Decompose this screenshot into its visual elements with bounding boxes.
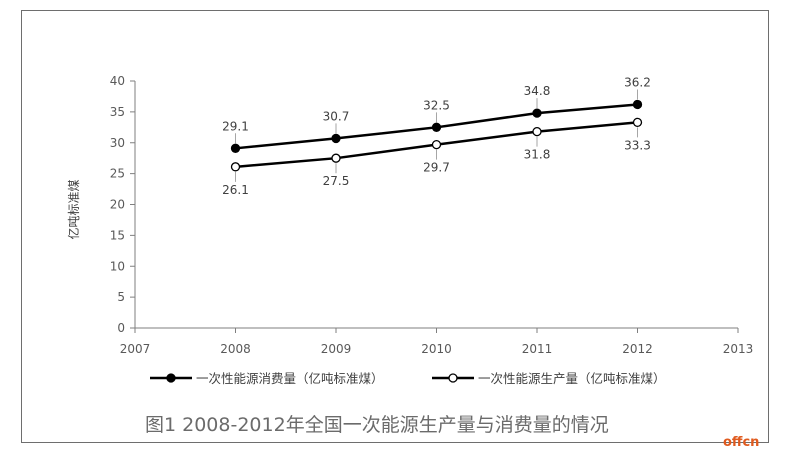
- data-point: [331, 133, 341, 144]
- legend-item-2: 一次性能源生产量（亿吨标准煤）: [432, 371, 666, 386]
- data-label: 30.7: [323, 109, 350, 123]
- data-point: [230, 162, 241, 172]
- data-point: [632, 99, 643, 110]
- data-point: [431, 139, 442, 150]
- y-tick-label: 5: [117, 290, 125, 304]
- legend-label: 一次性能源消费量（亿吨标准煤）: [196, 371, 384, 386]
- data-point: [230, 143, 241, 153]
- y-tick-label: 20: [110, 198, 125, 212]
- y-tick-label: 10: [110, 259, 125, 273]
- series-layer: 29.1 30.7 32.5 34.8 36.2 26.1 27.5 29.7 31.8 33.3: [222, 75, 651, 196]
- legend-label: 一次性能源生产量（亿吨标准煤）: [478, 371, 666, 386]
- data-label: 31.8: [524, 148, 551, 162]
- y-tick-label: 35: [110, 105, 125, 119]
- series-1: 29.1 30.7 32.5 34.8 36.2: [222, 75, 651, 153]
- data-label: 29.7: [423, 161, 450, 175]
- series-2: 26.1 27.5 29.7 31.8 33.3: [222, 117, 651, 197]
- y-tick-label: 40: [110, 74, 125, 88]
- data-label: 32.5: [423, 98, 450, 112]
- data-point: [632, 117, 643, 128]
- watermark-logo: offcn: [723, 435, 760, 450]
- figure-caption: 图1 2008-2012年全国一次能源生产量与消费量的情况: [145, 414, 609, 436]
- x-tick-label: 2009: [321, 342, 352, 356]
- data-point: [431, 122, 442, 132]
- data-point: [532, 108, 542, 118]
- data-point: [331, 153, 341, 163]
- y-axis-ticks: 0 5 10 15 20 25 30 35 40: [110, 74, 135, 335]
- x-tick-label: 2013: [723, 342, 754, 356]
- data-label: 26.1: [222, 183, 249, 197]
- y-tick-label: 25: [110, 167, 125, 181]
- x-tick-label: 2008: [220, 342, 251, 356]
- data-label: 33.3: [624, 138, 651, 152]
- y-tick-label: 15: [110, 228, 125, 242]
- chart-frame: [21, 10, 769, 443]
- data-label: 34.8: [524, 84, 551, 98]
- x-tick-label: 2012: [622, 342, 653, 356]
- legend-item-1: 一次性能源消费量（亿吨标准煤）: [150, 371, 384, 386]
- y-tick-label: 0: [117, 321, 125, 335]
- y-tick-label: 30: [110, 136, 125, 150]
- data-label: 36.2: [624, 75, 651, 89]
- x-tick-label: 2007: [120, 342, 151, 356]
- x-axis-ticks: 2007 2008 2009 2010 2011 2012 2013: [120, 328, 754, 356]
- y-axis-label: 亿吨标准煤: [66, 179, 81, 239]
- data-point: [532, 126, 542, 137]
- x-tick-label: 2010: [421, 342, 452, 356]
- data-label: 27.5: [323, 174, 350, 188]
- legend-marker: [448, 373, 458, 383]
- x-tick-label: 2011: [522, 342, 553, 356]
- legend: 一次性能源消费量（亿吨标准煤） 一次性能源生产量（亿吨标准煤）: [150, 371, 666, 386]
- legend-marker: [166, 373, 176, 383]
- data-label: 29.1: [222, 119, 249, 133]
